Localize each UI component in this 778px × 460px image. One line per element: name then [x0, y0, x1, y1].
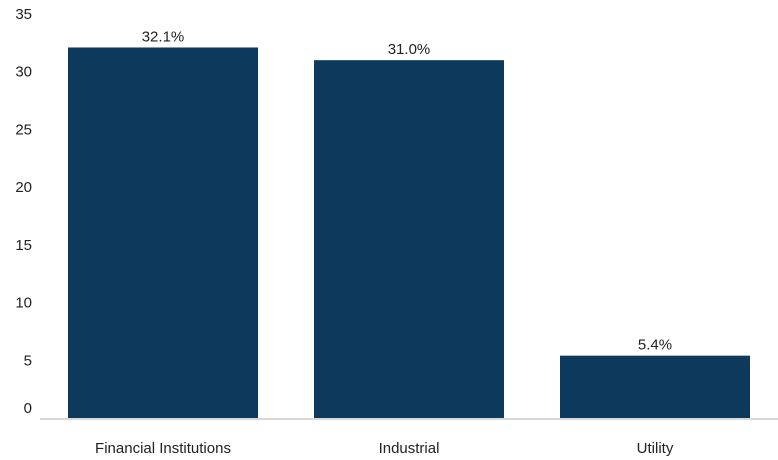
x-tick-label: Industrial: [379, 440, 440, 457]
y-tick-label: 20: [15, 179, 32, 196]
bar-data-label: 32.1%: [142, 28, 185, 45]
y-tick-label: 30: [15, 64, 32, 81]
bar: [68, 47, 258, 419]
bar: [314, 60, 504, 419]
y-tick-label: 35: [15, 6, 32, 23]
y-tick-label: 10: [15, 295, 32, 312]
y-tick-label: 15: [15, 237, 32, 254]
data-labels-group: 32.1% 31.0% 5.4%: [142, 28, 672, 353]
bar: [560, 355, 750, 418]
y-tick-label: 5: [24, 352, 32, 369]
x-tick-label: Financial Institutions: [95, 440, 231, 457]
y-axis-ticks: 0 5 10 15 20 25 30 35: [15, 6, 32, 417]
y-tick-label: 0: [24, 400, 32, 417]
bar-data-label: 31.0%: [388, 41, 431, 58]
x-axis-labels: Financial Institutions Industrial Utility: [95, 440, 674, 457]
bars-group: [68, 47, 750, 419]
y-tick-label: 25: [15, 121, 32, 138]
bar-data-label: 5.4%: [638, 337, 672, 354]
x-tick-label: Utility: [637, 440, 674, 457]
